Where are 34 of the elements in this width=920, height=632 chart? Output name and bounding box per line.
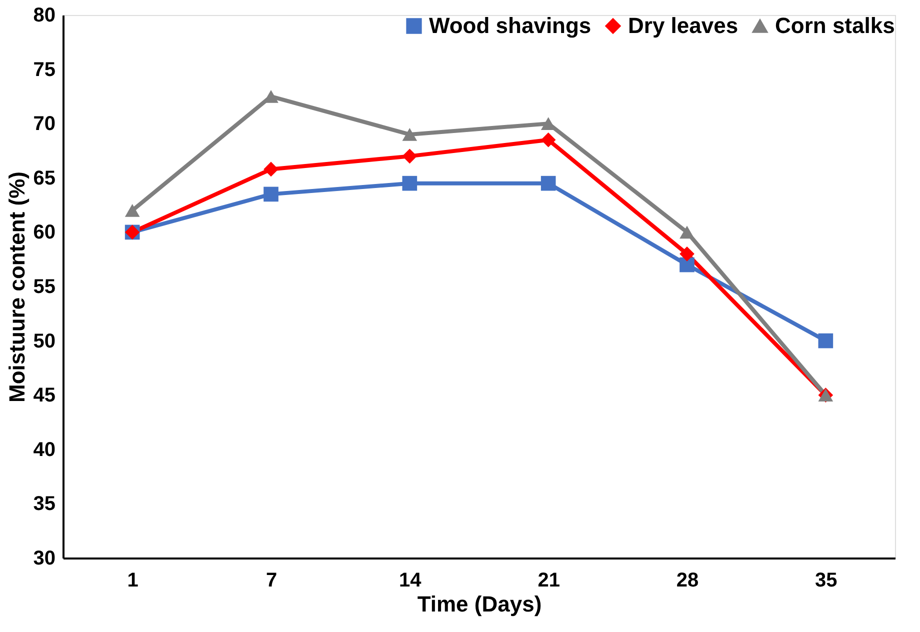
point bbox=[402, 148, 418, 164]
x-tick-label: 14 bbox=[399, 570, 422, 592]
point bbox=[540, 132, 556, 148]
point bbox=[124, 204, 140, 217]
y-tick-label: 30 bbox=[33, 548, 56, 570]
y-tick-label: 65 bbox=[33, 167, 56, 190]
y-tick-label: 60 bbox=[33, 222, 56, 244]
x-tick-label: 21 bbox=[538, 570, 560, 592]
y-axis-title: Moistuure content (%) bbox=[4, 172, 30, 402]
y-tick-label: 40 bbox=[33, 438, 56, 461]
x-tick-label: 28 bbox=[676, 570, 699, 592]
x-tick-label: 35 bbox=[815, 570, 838, 592]
point bbox=[264, 186, 278, 202]
x-tick-label: 7 bbox=[266, 570, 278, 592]
point bbox=[402, 128, 418, 141]
point bbox=[680, 246, 694, 262]
point bbox=[402, 176, 418, 191]
legend-label: Dry leaves bbox=[628, 13, 738, 38]
point bbox=[540, 176, 556, 191]
y-tick-label: 45 bbox=[33, 384, 56, 407]
x-tick-label: 1 bbox=[127, 570, 138, 592]
x-axis-title: Time (Days) bbox=[417, 592, 542, 616]
y-tick-label: 55 bbox=[33, 276, 56, 298]
legend-label: Corn stalks bbox=[775, 13, 895, 38]
point bbox=[818, 333, 834, 348]
y-tick-label: 50 bbox=[33, 330, 56, 352]
point bbox=[680, 226, 694, 239]
y-tick-label: 70 bbox=[33, 113, 56, 136]
point bbox=[264, 162, 278, 177]
legend-label: Wood shavings bbox=[429, 13, 592, 38]
y-tick-label: 35 bbox=[33, 493, 56, 516]
y-tick-label: 75 bbox=[33, 58, 56, 81]
y-tick-label: 80 bbox=[33, 4, 56, 26]
point bbox=[680, 257, 694, 272]
